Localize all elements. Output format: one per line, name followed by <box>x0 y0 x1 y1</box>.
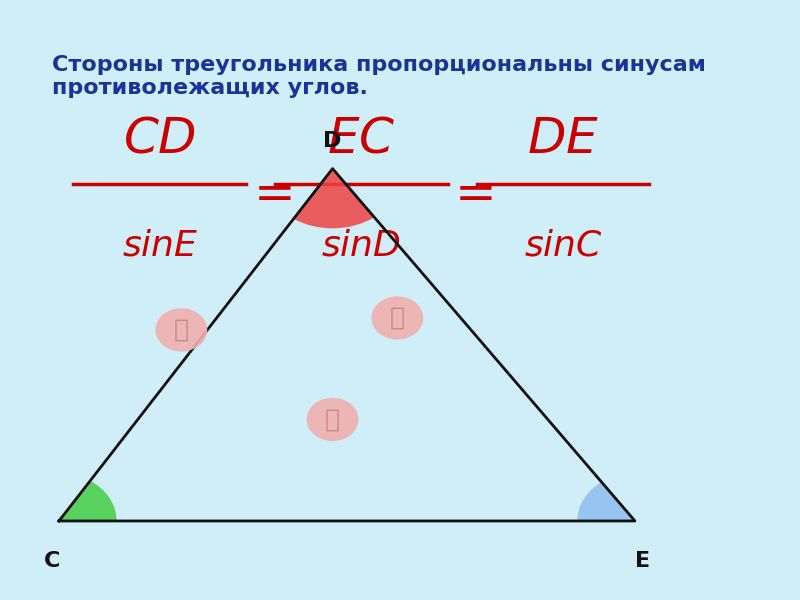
Circle shape <box>372 297 422 339</box>
Text: C: C <box>43 551 60 571</box>
Text: ✊: ✊ <box>390 306 405 330</box>
Wedge shape <box>59 481 117 521</box>
Circle shape <box>156 309 206 351</box>
Text: Стороны треугольника пропорциональны синусам
противолежащих углов.: Стороны треугольника пропорциональны син… <box>52 55 706 98</box>
Text: $=$: $=$ <box>244 169 292 217</box>
Circle shape <box>307 398 358 440</box>
Text: $\it{EC}$: $\it{EC}$ <box>327 115 395 163</box>
Text: ✊: ✊ <box>174 318 189 342</box>
Text: ✊: ✊ <box>325 407 340 431</box>
Text: $\it{sinD}$: $\it{sinD}$ <box>322 229 402 262</box>
Wedge shape <box>578 482 635 521</box>
Text: E: E <box>634 551 650 571</box>
Wedge shape <box>294 169 374 229</box>
Text: $\it{DE}$: $\it{DE}$ <box>527 115 599 163</box>
Text: $\it{sinC}$: $\it{sinC}$ <box>523 229 602 262</box>
FancyBboxPatch shape <box>0 0 729 600</box>
Text: $\it{CD}$: $\it{CD}$ <box>123 115 196 163</box>
Text: D: D <box>323 131 342 151</box>
Text: $=$: $=$ <box>446 169 494 217</box>
Text: $\it{sinE}$: $\it{sinE}$ <box>122 229 198 262</box>
